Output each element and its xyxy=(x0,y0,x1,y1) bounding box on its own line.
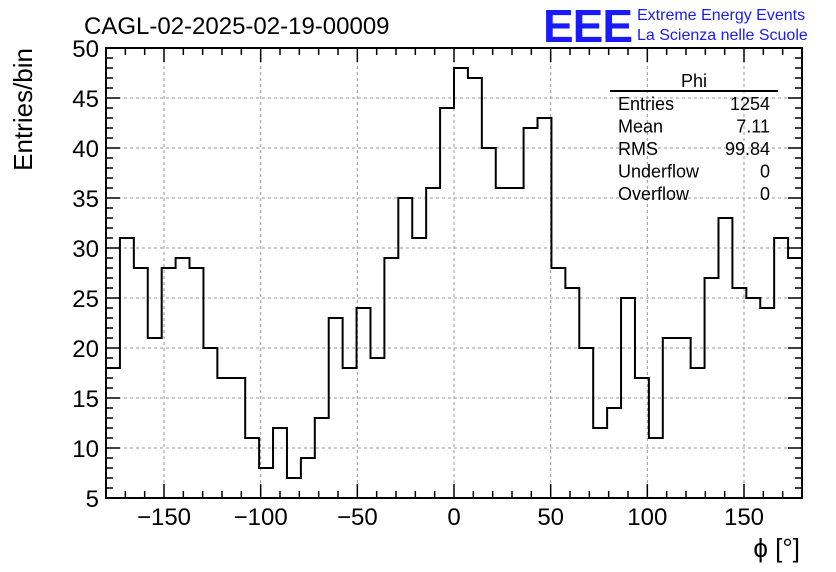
grid-lines xyxy=(106,48,802,498)
histogram-bin xyxy=(148,338,162,498)
histogram-bin xyxy=(677,338,691,498)
histogram-bin xyxy=(120,238,134,498)
histogram-bin xyxy=(217,378,231,498)
chart-title: CAGL-02-2025-02-19-00009 xyxy=(84,13,390,40)
histogram-bin xyxy=(245,438,259,498)
stats-box: Phi Entries 1254 Mean 7.11 RMS 99.84 Underflow… xyxy=(610,71,778,204)
histogram-bins xyxy=(106,68,802,498)
y-axis-label: Entries/bin xyxy=(8,48,38,171)
y-tick-label: 5 xyxy=(86,486,99,513)
stats-row-value: 0 xyxy=(760,162,770,182)
histogram-bin xyxy=(273,428,287,498)
plot-frame xyxy=(105,47,803,499)
x-tick-labels: −150 −100 −50 0 50 100 150 xyxy=(137,504,764,531)
x-tick-label: 0 xyxy=(447,504,460,531)
histogram-bin xyxy=(705,278,719,498)
histogram-bin xyxy=(607,408,621,498)
x-axis-label: ϕ [°] xyxy=(753,533,800,563)
stats-row-label: Entries xyxy=(618,94,674,114)
histogram-bin xyxy=(301,458,315,498)
stats-row-value: 1254 xyxy=(730,94,770,114)
stats-box-rows: Entries 1254 Mean 7.11 RMS 99.84 Underflow 0 Ove… xyxy=(618,94,770,204)
histogram-bin xyxy=(315,418,329,498)
stats-row-label: Mean xyxy=(618,117,663,137)
histogram-bin xyxy=(593,428,607,498)
y-tick-label: 25 xyxy=(72,286,99,313)
stats-box-title: Phi xyxy=(681,71,707,91)
x-tick-label: −50 xyxy=(337,504,378,531)
histogram-bin xyxy=(635,378,649,498)
histogram-bin xyxy=(231,378,245,498)
eee-logo: EEE Extreme Energy Events La Scienza nel… xyxy=(543,0,808,52)
histogram-bin xyxy=(384,258,398,498)
y-tick-labels: 5 10 15 20 25 30 35 40 45 50 xyxy=(72,36,99,513)
histogram-bin xyxy=(134,268,148,498)
histogram-bin xyxy=(579,348,593,498)
histogram-bin xyxy=(162,268,176,498)
histogram-bin xyxy=(746,298,760,498)
histogram-bin xyxy=(732,288,746,498)
histogram-bin xyxy=(203,348,217,498)
histogram-bin xyxy=(760,308,774,498)
histogram-bin xyxy=(482,148,496,498)
eee-logo-line2: La Scienza nelle Scuole xyxy=(637,27,808,44)
eee-logo-line1: Extreme Energy Events xyxy=(637,7,805,24)
stats-row-value: 7.11 xyxy=(736,117,770,137)
y-tick-label: 40 xyxy=(72,136,99,163)
histogram-bin xyxy=(190,268,204,498)
histogram-bin xyxy=(774,238,788,498)
y-tick-label: 10 xyxy=(72,436,99,463)
y-tick-label: 15 xyxy=(72,386,99,413)
y-tick-label: 50 xyxy=(72,36,99,63)
histogram-bin xyxy=(496,188,510,498)
histogram-bin xyxy=(718,218,732,498)
histogram-bin xyxy=(357,308,371,498)
histogram-bin xyxy=(510,188,524,498)
histogram-series xyxy=(106,67,802,479)
histogram-bin xyxy=(426,188,440,498)
histogram-bin xyxy=(454,68,468,498)
histogram-bin xyxy=(343,368,357,498)
histogram-bin xyxy=(329,318,343,498)
histogram-bin xyxy=(398,198,412,498)
y-tick-label: 30 xyxy=(72,236,99,263)
histogram-bin xyxy=(551,268,565,498)
x-tick-label: 100 xyxy=(627,504,667,531)
histogram-bin xyxy=(621,298,635,498)
histogram-bin xyxy=(663,338,677,498)
stats-row-value: 99.84 xyxy=(725,139,770,159)
histogram-bin xyxy=(524,128,538,498)
histogram-bin xyxy=(565,288,579,498)
histogram-bin xyxy=(649,438,663,498)
y-tick-label: 45 xyxy=(72,86,99,113)
histogram-bin xyxy=(176,258,190,498)
histogram-bin xyxy=(538,118,552,498)
y-tick-label: 20 xyxy=(72,336,99,363)
x-tick-label: 50 xyxy=(537,504,564,531)
histogram-bin xyxy=(440,108,454,498)
histogram-bin xyxy=(370,358,384,498)
y-tick-label: 35 xyxy=(72,186,99,213)
stats-row-value: 0 xyxy=(760,184,770,204)
x-tick-label: −100 xyxy=(234,504,288,531)
histogram-bin xyxy=(691,368,705,498)
histogram-bin xyxy=(412,238,426,498)
stats-row-label: Underflow xyxy=(618,162,700,182)
x-tick-label: 150 xyxy=(724,504,764,531)
eee-logo-mark: EEE xyxy=(543,0,632,52)
stats-row-label: RMS xyxy=(618,139,658,159)
histogram-bin xyxy=(468,78,482,498)
stats-row-label: Overflow xyxy=(618,184,690,204)
x-tick-label: −150 xyxy=(137,504,191,531)
